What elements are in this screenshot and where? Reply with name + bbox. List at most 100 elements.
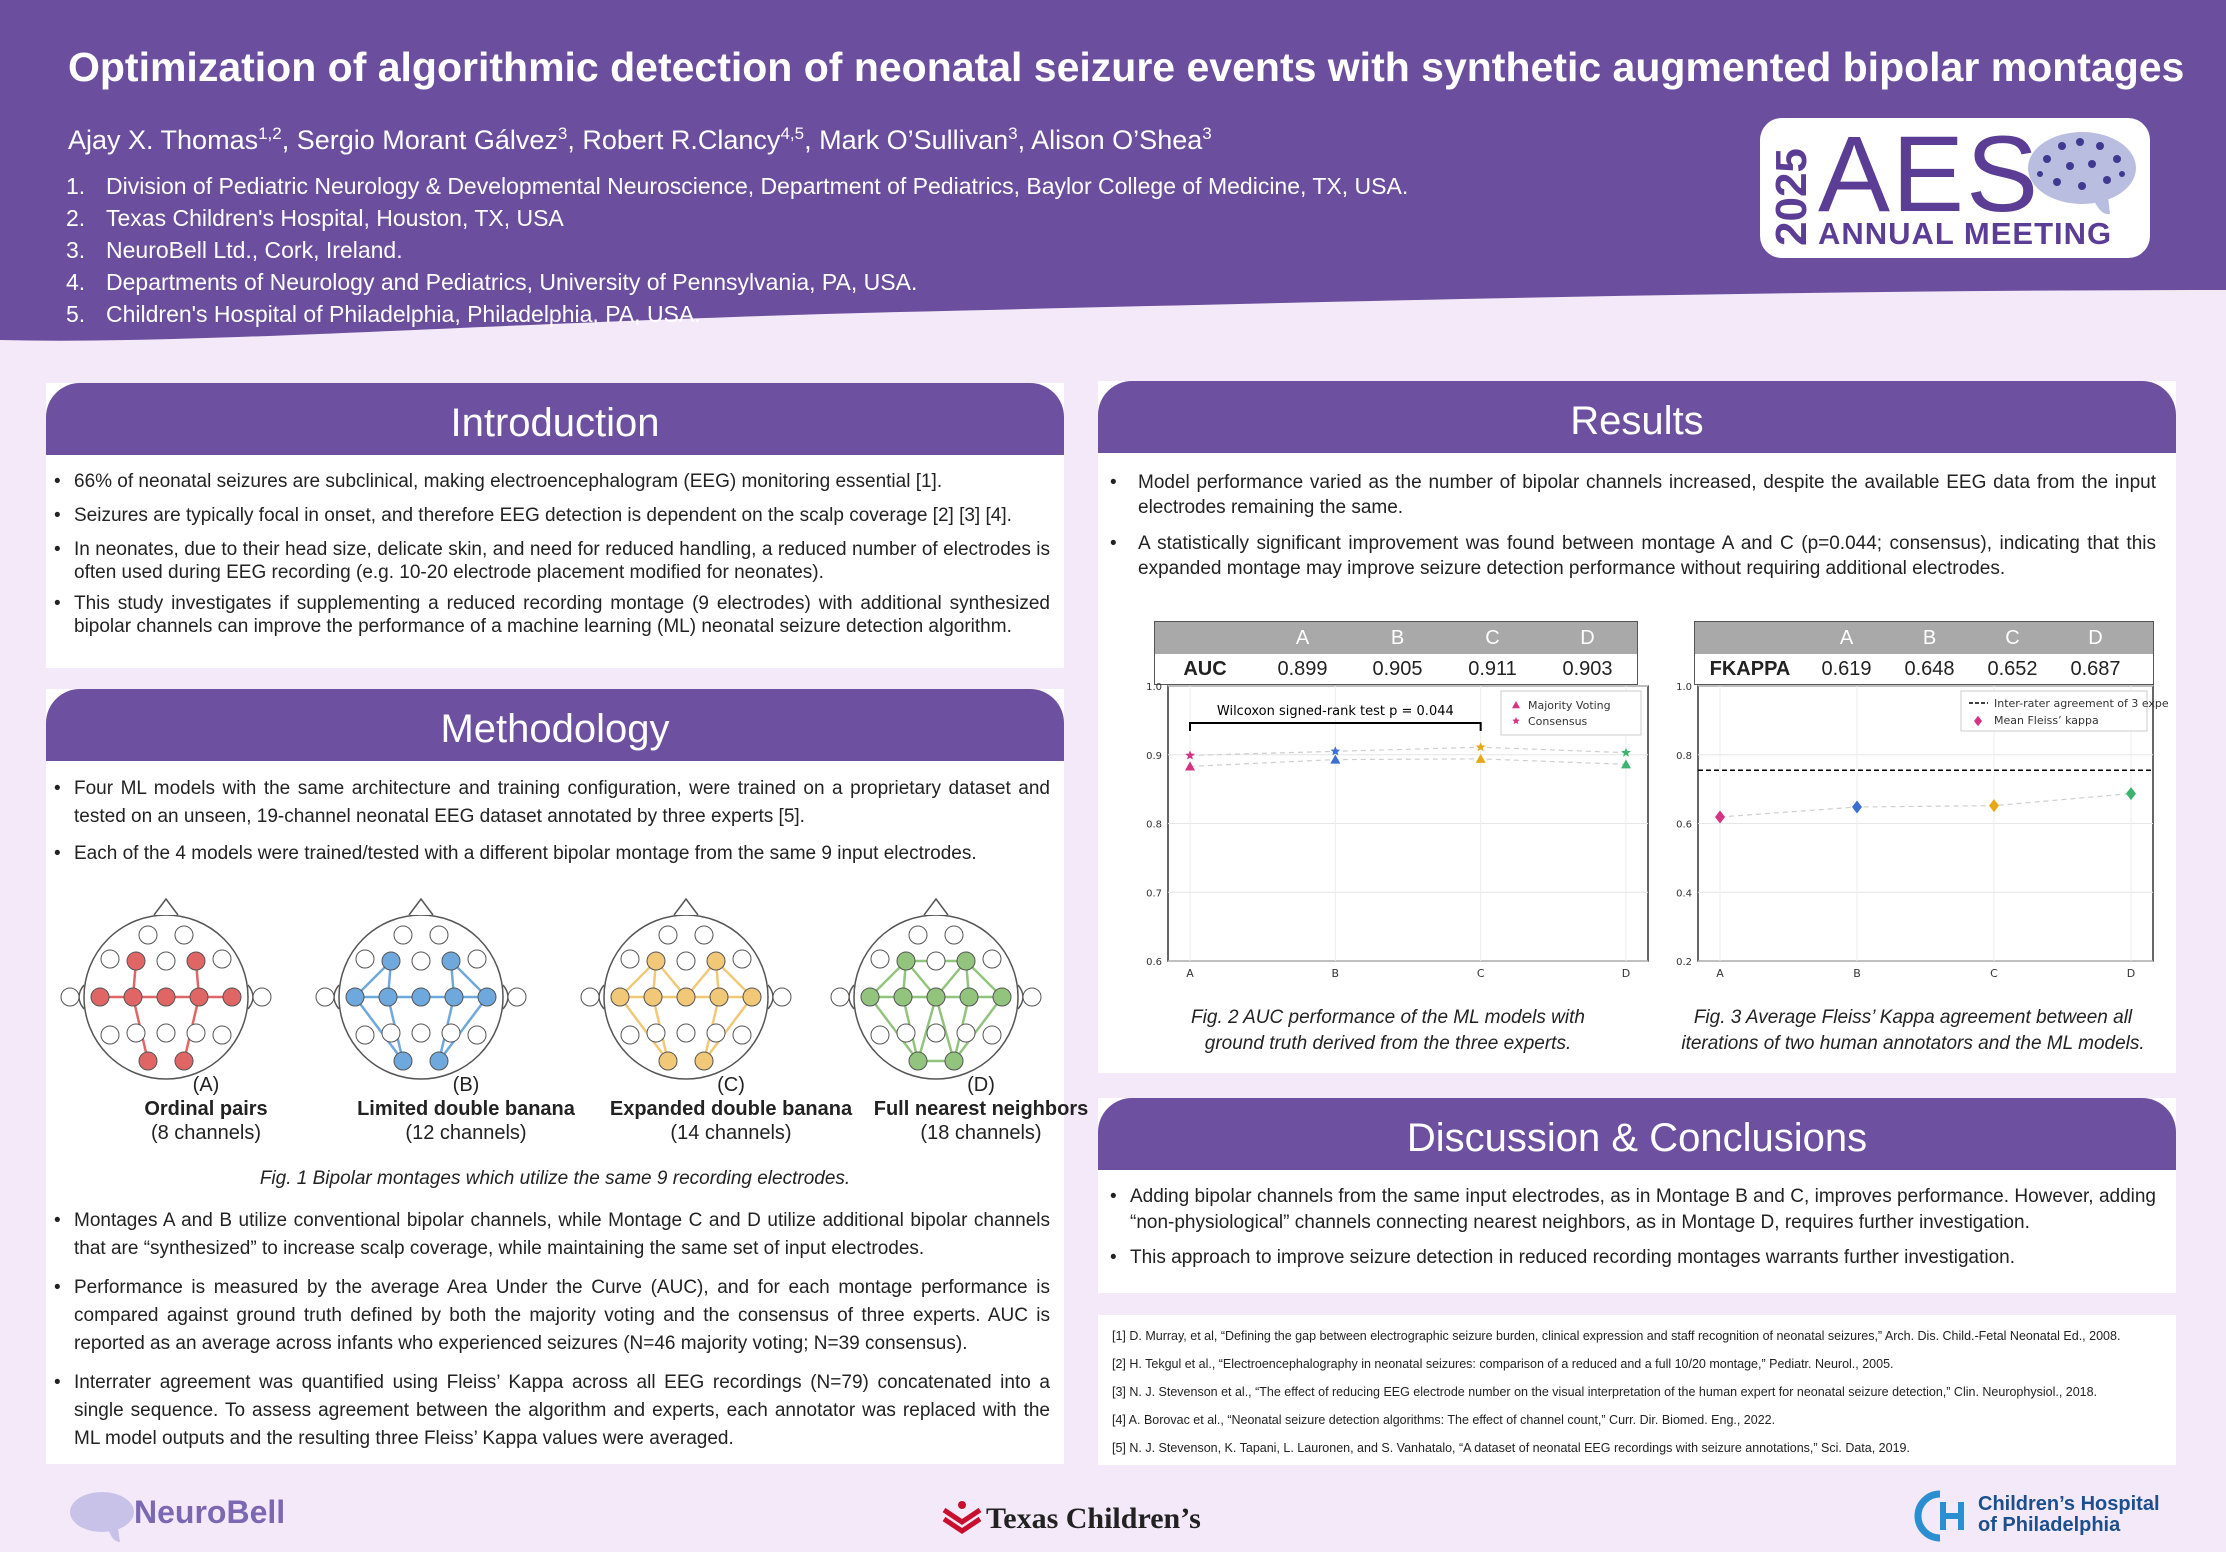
electrode-marker	[100, 1025, 120, 1045]
electrode-marker	[477, 987, 497, 1007]
electrode-marker	[732, 949, 752, 969]
y-tick-label: 0.7	[1146, 888, 1162, 899]
electrode-marker	[676, 951, 696, 971]
methodology-panel: Methodology • Four ML models with the sam…	[46, 689, 1088, 1464]
electrode-marker	[378, 987, 398, 1007]
legend-box	[1960, 690, 2148, 732]
electrode-marker	[706, 951, 726, 971]
electrode-marker	[956, 951, 976, 971]
electrode-marker	[381, 1023, 401, 1043]
y-tick-label: 0.6	[1676, 820, 1692, 831]
electrode-marker	[944, 1051, 964, 1071]
discussion-bullet: • This approach to improve seizure detect…	[1110, 1247, 2016, 1268]
electrode-marker	[393, 1051, 413, 1071]
author-name: Alison O’Shea	[1031, 125, 1203, 155]
electrode-marker	[694, 925, 714, 945]
affiliation-item: 5. Children's Hospital of Philadelphia, P…	[66, 301, 701, 327]
electrode-marker	[429, 925, 449, 945]
y-tick-label: 1.0	[1146, 682, 1162, 693]
electrode-marker	[908, 925, 928, 945]
electrode-marker	[123, 987, 143, 1007]
figure3-caption: Fig. 3 Average Fleiss’ Kappa agreement b…	[1681, 1007, 2145, 1054]
data-point	[1621, 747, 1631, 757]
y-tick-label: 0.9	[1146, 751, 1162, 762]
electrode-marker	[212, 949, 232, 969]
data-point	[1185, 761, 1195, 771]
reference-item: [2] H. Tekgul et al., “Electroencephalog…	[1112, 1357, 1894, 1371]
author-name: Ajay X. Thomas	[68, 125, 259, 155]
data-point	[1974, 715, 1982, 727]
montage-link	[934, 996, 956, 1062]
electrode-marker	[315, 987, 335, 1007]
author-name: Robert R.Clancy	[582, 125, 781, 155]
badge-aes-text: AES	[1818, 113, 2041, 234]
series-line	[1719, 792, 2132, 818]
data-point	[1989, 799, 1999, 813]
y-tick-label: 0.2	[1676, 957, 1692, 968]
reference-item: [3] N. J. Stevenson et al., “The effect …	[1112, 1385, 2098, 1399]
chop-emblem-icon	[1914, 1490, 1964, 1542]
electrode-marker	[252, 987, 272, 1007]
electrode-marker	[709, 987, 729, 1007]
electrode-marker	[580, 987, 600, 1007]
electrode-marker	[138, 1051, 158, 1071]
electrode-marker	[620, 1025, 640, 1045]
electrode-marker	[186, 951, 206, 971]
x-tick-label: A	[1186, 967, 1194, 980]
electrode-marker	[870, 949, 890, 969]
electrode-marker	[156, 987, 176, 1007]
y-tick-label: 1.0	[1676, 682, 1692, 693]
electrode-marker	[893, 987, 913, 1007]
reference-item: [4] A. Borovac et al., “Neonatal seizure…	[1112, 1413, 1776, 1427]
kappa-chart: 0.2 0.4 0.6 0.8 1.0 A B C D Inter-rater agreement…	[1676, 682, 2168, 980]
electrode-marker	[60, 987, 80, 1007]
x-tick-label: C	[1990, 967, 1998, 980]
x-tick-label: A	[1716, 967, 1724, 980]
montage-link	[703, 996, 753, 1062]
electrode-marker	[896, 951, 916, 971]
x-tick-label: B	[1853, 967, 1861, 980]
y-tick-label: 0.4	[1676, 888, 1692, 899]
electrode-marker	[429, 1051, 449, 1071]
electrode-marker	[830, 987, 850, 1007]
electrode-marker	[507, 987, 527, 1007]
y-tick-label: 0.8	[1146, 820, 1162, 831]
x-tick-label: D	[1622, 967, 1630, 980]
electrode-marker	[896, 1023, 916, 1043]
data-point	[2126, 787, 2136, 801]
montage-head-c	[580, 897, 792, 1080]
electrode-marker	[411, 987, 431, 1007]
data-point	[1475, 753, 1486, 763]
electrode-marker	[706, 1023, 726, 1043]
electrode-marker	[982, 1025, 1002, 1045]
electrode-marker	[926, 987, 946, 1007]
montage-head-d	[830, 897, 1042, 1080]
electrode-marker	[441, 1023, 461, 1043]
montage-head-a	[60, 897, 272, 1080]
electrode-marker	[926, 951, 946, 971]
discussion-bullet: • Adding bipolar channels from the same i…	[1110, 1186, 2156, 1233]
affiliation-item: 4. Departments of Neurology and Pediatric…	[66, 269, 918, 295]
affiliation-list: 1. Division of Pediatric Neurology & Deve…	[66, 170, 1408, 330]
method-bullet: • Four ML models with the same architectu…	[54, 778, 1050, 827]
electrode-marker	[1022, 987, 1042, 1007]
aes-meeting-badge: 2025 AES ANNUAL MEETING	[1760, 118, 2150, 258]
auc-chart: 0.6 0.7 0.8 0.9 1.0 A B C D Wilcoxon signed-rank …	[1146, 682, 1649, 980]
poster-header: Optimization of algorithmic detection of…	[0, 0, 2226, 360]
intro-bullet: • This study investigates if supplementin…	[54, 593, 1050, 637]
discussion-panel: Discussion & Conclusions • Adding bipolar…	[1098, 1098, 2176, 1293]
data-point	[1475, 742, 1486, 752]
intro-bullet: • Seizures are typically focal in onset, …	[54, 505, 1012, 526]
legend-box	[1500, 690, 1642, 736]
legend-label: Majority Voting	[1528, 699, 1611, 712]
badge-year-text: 2025	[1770, 148, 1816, 246]
electrode-marker	[646, 951, 666, 971]
electrode-marker	[959, 987, 979, 1007]
montage-diagrams	[60, 897, 1042, 1080]
electrode-marker	[694, 1051, 714, 1071]
reference-item: [1] D. Murray, et al, “Defining the gap …	[1112, 1329, 2121, 1343]
texas-childrens-logo: Texas Children’s	[942, 1500, 1232, 1540]
nose-shape	[153, 897, 179, 916]
legend-label: Consensus	[1528, 715, 1588, 728]
x-tick-label: C	[1477, 967, 1485, 980]
